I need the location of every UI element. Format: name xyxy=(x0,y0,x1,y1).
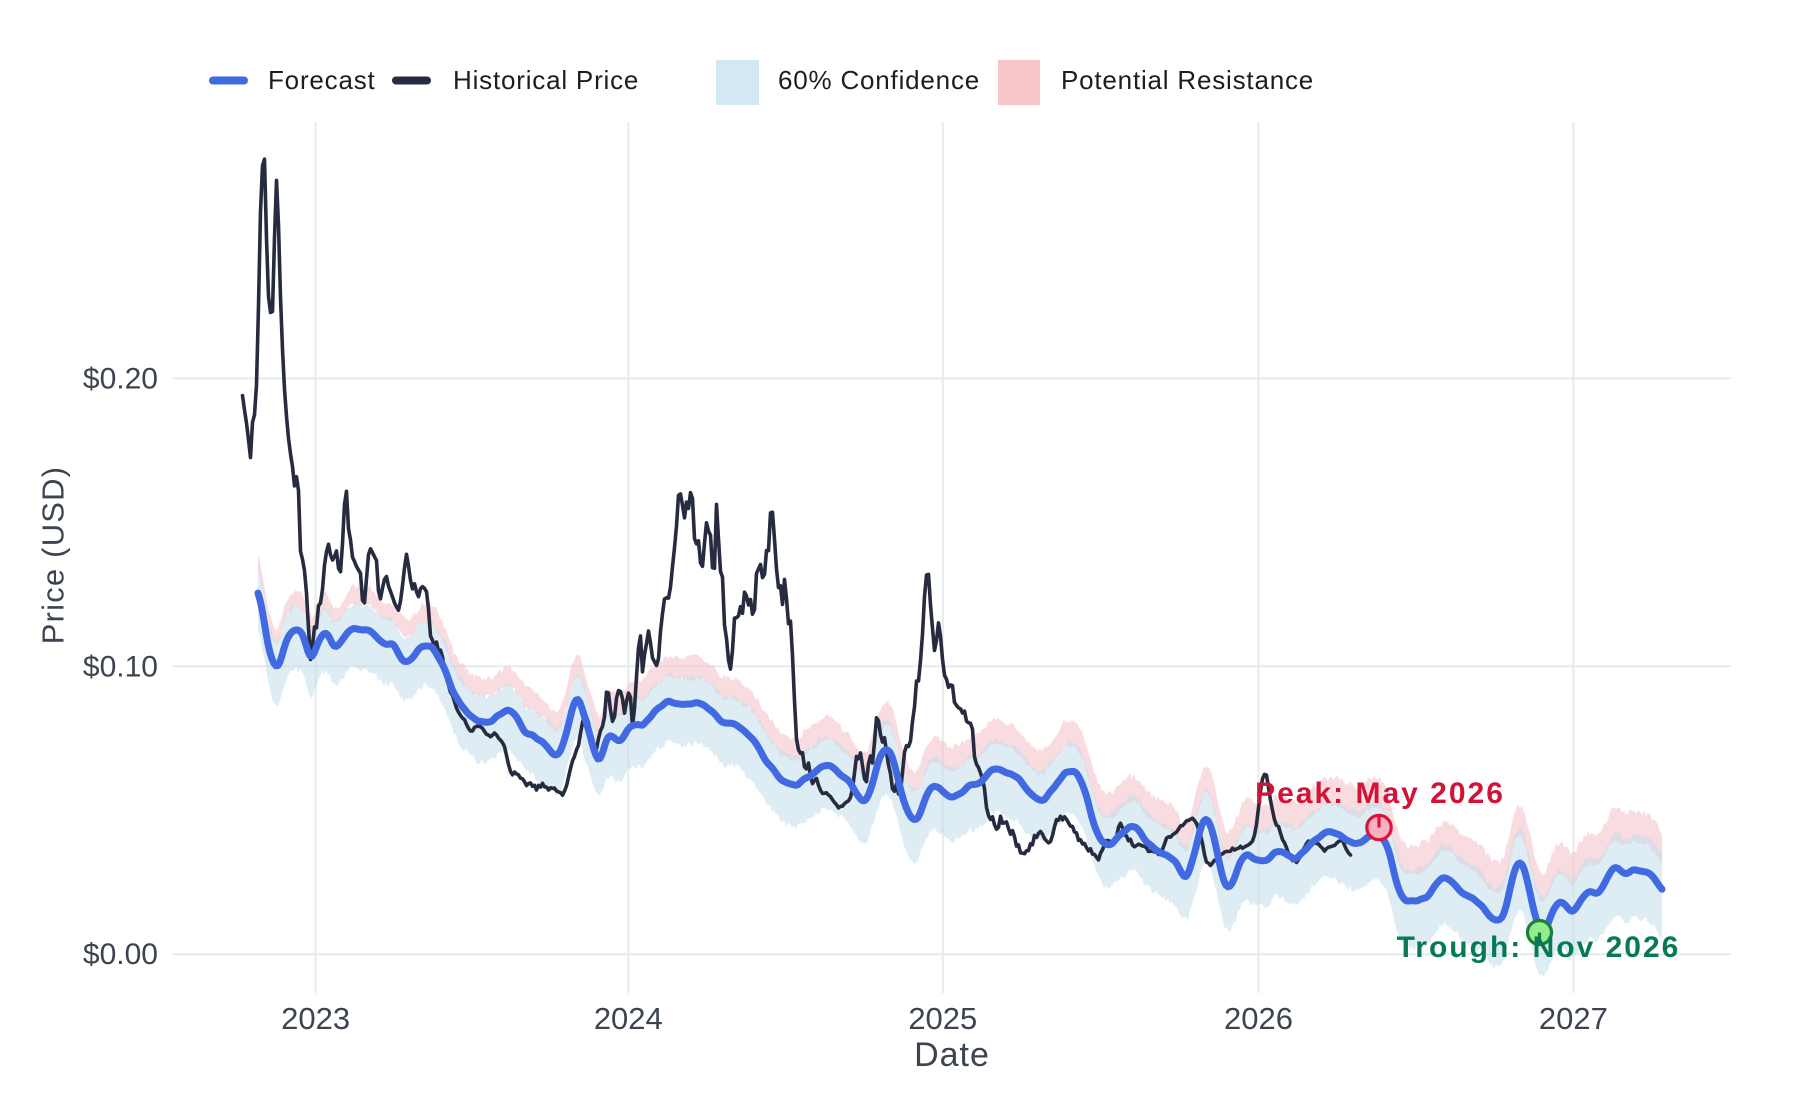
svg-text:2025: 2025 xyxy=(908,1001,977,1036)
svg-text:Potential Resistance: Potential Resistance xyxy=(1061,65,1314,95)
svg-text:Peak: May 2026: Peak: May 2026 xyxy=(1255,777,1505,810)
svg-text:$0.00: $0.00 xyxy=(83,938,158,971)
svg-text:Date: Date xyxy=(914,1036,990,1074)
svg-text:$0.10: $0.10 xyxy=(83,650,158,683)
svg-text:Trough: Nov 2026: Trough: Nov 2026 xyxy=(1397,931,1681,964)
svg-text:2027: 2027 xyxy=(1539,1001,1608,1036)
svg-text:Historical Price: Historical Price xyxy=(453,65,639,95)
svg-text:$0.20: $0.20 xyxy=(83,362,158,395)
svg-text:Forecast: Forecast xyxy=(268,65,376,95)
svg-text:2023: 2023 xyxy=(281,1001,350,1036)
svg-text:60% Confidence: 60% Confidence xyxy=(778,65,980,95)
svg-text:2024: 2024 xyxy=(594,1001,663,1036)
svg-text:Price (USD): Price (USD) xyxy=(36,466,71,645)
svg-text:2026: 2026 xyxy=(1224,1001,1293,1036)
